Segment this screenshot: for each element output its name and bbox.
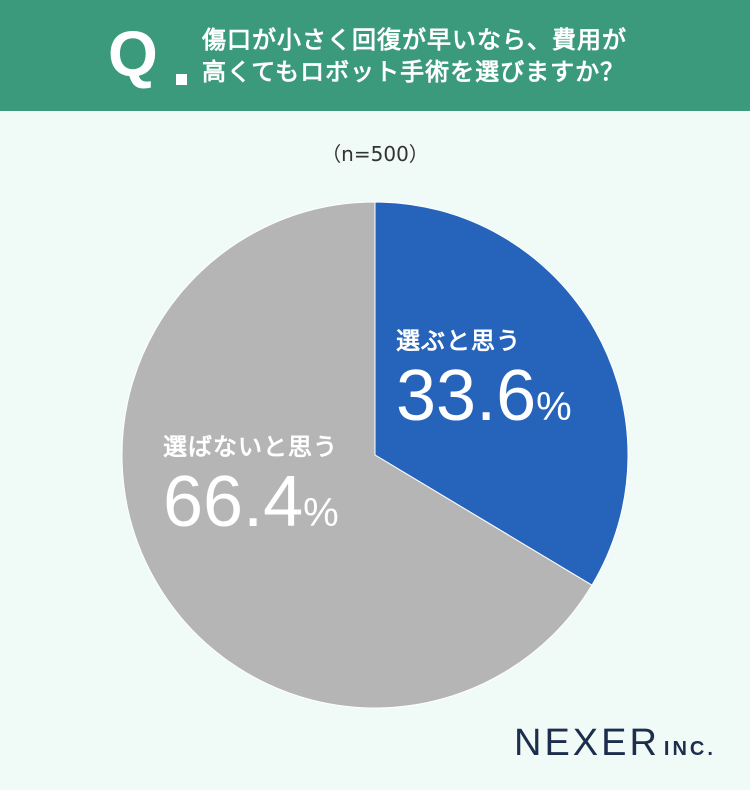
label-select: 選ぶと思う 33.6% — [396, 326, 572, 447]
q-mark: Q — [108, 18, 158, 90]
slice-category-not-select: 選ばないと思う — [163, 433, 338, 461]
question-line-2: 高くてもロボット手術を選びますか？ — [202, 58, 626, 86]
percent-unit: % — [303, 491, 339, 535]
slice-value-select: 33.6% — [396, 356, 572, 447]
sample-size: （n=500） — [321, 142, 429, 166]
question-line-1: 傷口が小さく回復が早いなら、費用が — [202, 26, 627, 54]
label-not-select: 選ばないと思う 66.4% — [163, 432, 339, 553]
question-header: Q 傷口が小さく回復が早いなら、費用が 高くてもロボット手術を選びますか？ — [0, 0, 750, 111]
slice-value-not-select-number: 66.4 — [163, 462, 304, 542]
pie-slice-select — [374, 201, 629, 586]
logo-suffix: INC. — [663, 738, 716, 760]
nexer-logo: NEXER INC. — [514, 722, 716, 765]
percent-unit: % — [536, 385, 572, 429]
pie-slice-not-select — [121, 201, 593, 709]
slice-value-not-select: 66.4% — [163, 462, 339, 553]
slice-category-select: 選ぶと思う — [396, 327, 521, 355]
slice-value-select-number: 33.6 — [396, 356, 537, 436]
question-text: 傷口が小さく回復が早いなら、費用が 高くてもロボット手術を選びますか？ — [202, 24, 702, 88]
q-dot-icon — [176, 74, 187, 85]
logo-name: NEXER — [514, 722, 660, 764]
